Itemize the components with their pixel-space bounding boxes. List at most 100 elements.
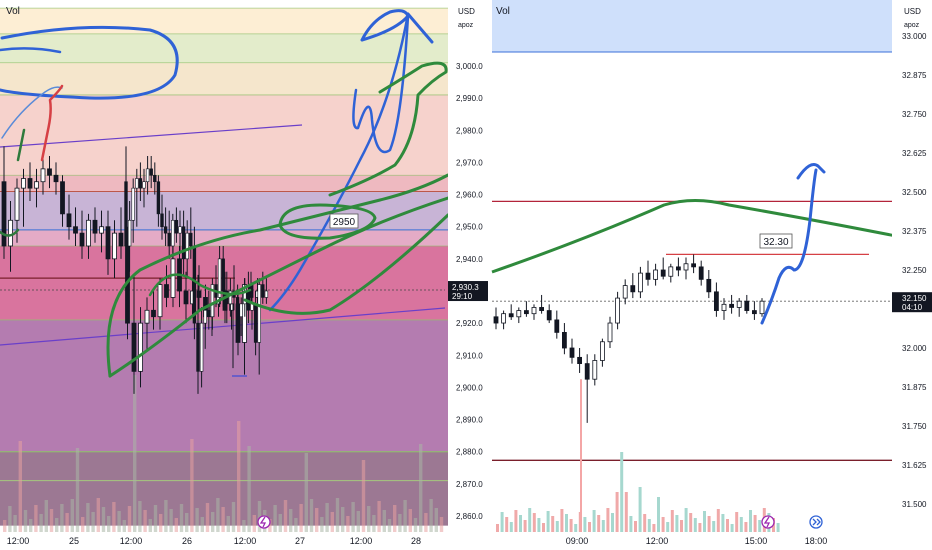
candle <box>577 356 582 364</box>
volume-bar <box>606 508 610 532</box>
volume-bar <box>55 518 59 532</box>
volume-bar <box>39 514 43 532</box>
volume-bar <box>49 509 54 532</box>
volume-bar <box>555 521 559 532</box>
candle <box>516 310 522 318</box>
last-price-badge <box>448 281 488 302</box>
volume-bar <box>190 439 194 532</box>
volume-bar <box>776 523 780 532</box>
volume-bar <box>179 504 184 532</box>
countdown: 04:10 <box>902 303 923 312</box>
volume-bar <box>730 524 734 532</box>
volume-bar <box>367 506 371 532</box>
volume-bar <box>185 513 189 532</box>
volume-bar <box>542 523 545 532</box>
volume-bar <box>112 502 116 532</box>
y-tick-label: 2,890.0 <box>456 416 483 425</box>
price-axis-bg <box>448 0 488 550</box>
volume-bar <box>735 512 739 532</box>
freehand-drawing <box>0 25 179 100</box>
candle <box>79 232 85 247</box>
volume-bar <box>588 522 591 532</box>
pane-label: Vol <box>6 6 20 17</box>
y-tick-label: 2,880.0 <box>456 448 483 457</box>
volume-bar <box>325 503 329 532</box>
x-tick-label: 28 <box>411 536 421 546</box>
freehand-drawing <box>106 173 448 378</box>
candle <box>721 303 727 311</box>
candle <box>653 269 659 280</box>
freehand-drawing <box>243 213 448 315</box>
candle <box>221 258 225 292</box>
trendline <box>0 307 446 346</box>
flash-icon <box>763 516 771 528</box>
volume-bar <box>377 501 381 532</box>
y-tick-label: 31.500 <box>902 500 927 509</box>
volume-bar <box>749 510 752 532</box>
volume-bar <box>744 522 748 532</box>
volume-bar <box>29 519 33 532</box>
volume-bar <box>195 508 199 532</box>
candle <box>615 297 621 324</box>
annotation-box <box>329 213 359 229</box>
volume-bar <box>299 504 303 532</box>
volume-bar <box>698 523 702 532</box>
fib-band <box>0 33 448 63</box>
volume-bar <box>634 521 637 532</box>
candle <box>73 226 78 234</box>
y-tick-label: 2,980.0 <box>456 126 483 135</box>
y-tick-label: 2,870.0 <box>456 480 483 489</box>
countdown: 29:10 <box>452 292 473 301</box>
currency-label: USD <box>458 7 475 16</box>
fib-band <box>0 94 448 176</box>
price-axis-left[interactable]: USD apoz 3,000.0 2,990.0 2,980.0 2,970.0 2,960… <box>448 0 488 550</box>
volume-bar <box>403 500 407 532</box>
x-tick-label: 12:00 <box>120 536 143 546</box>
volume-bar <box>424 513 428 532</box>
volume-bar <box>509 522 513 532</box>
volume-bar <box>341 507 345 532</box>
volume-bar <box>237 421 241 532</box>
volume-bar <box>216 498 220 532</box>
volume-bar <box>592 510 596 532</box>
flash-icon <box>761 515 775 529</box>
y-tick-label: 31.750 <box>902 422 927 431</box>
candle <box>105 226 111 260</box>
volume-bar <box>304 453 308 532</box>
volume-bar <box>398 514 402 532</box>
candle <box>156 181 161 215</box>
volume-bar <box>351 502 355 532</box>
volume-bar <box>289 509 293 532</box>
candle <box>569 347 575 358</box>
candle <box>630 285 636 293</box>
y-tick-label: 32.500 <box>902 188 927 197</box>
candle <box>181 226 186 260</box>
volume-bar <box>537 518 541 532</box>
volume-bar <box>164 500 168 532</box>
candle <box>622 285 628 299</box>
zone-box <box>492 0 896 52</box>
candle <box>144 309 150 324</box>
candle <box>174 219 179 234</box>
y-tick-label: 31.875 <box>902 383 927 392</box>
volume-bar <box>703 511 706 532</box>
y-tick-label: 2,910.0 <box>456 351 483 360</box>
freehand-drawing <box>148 273 252 297</box>
volume-bar <box>320 517 324 532</box>
volume-bar <box>65 513 69 532</box>
candle <box>217 258 222 298</box>
silver-chart: 32.30 Vol 09:00 12:00 15:00 18:00 <box>454 0 932 550</box>
volume-bar <box>514 510 518 532</box>
freehand-drawing <box>360 9 434 44</box>
volume-spike <box>580 379 582 532</box>
candle <box>127 219 132 247</box>
price-axis-right[interactable]: USD apoz 33.000 32.875 32.750 32.625 32.500 32.… <box>892 0 932 550</box>
candle <box>170 258 176 298</box>
candle <box>192 245 197 324</box>
x-tick-label: 25 <box>69 536 79 546</box>
y-tick-label: 2,940.0 <box>456 255 483 264</box>
candle <box>645 272 651 280</box>
volume-bar <box>81 517 85 532</box>
candle <box>138 322 143 372</box>
candle <box>189 232 193 247</box>
